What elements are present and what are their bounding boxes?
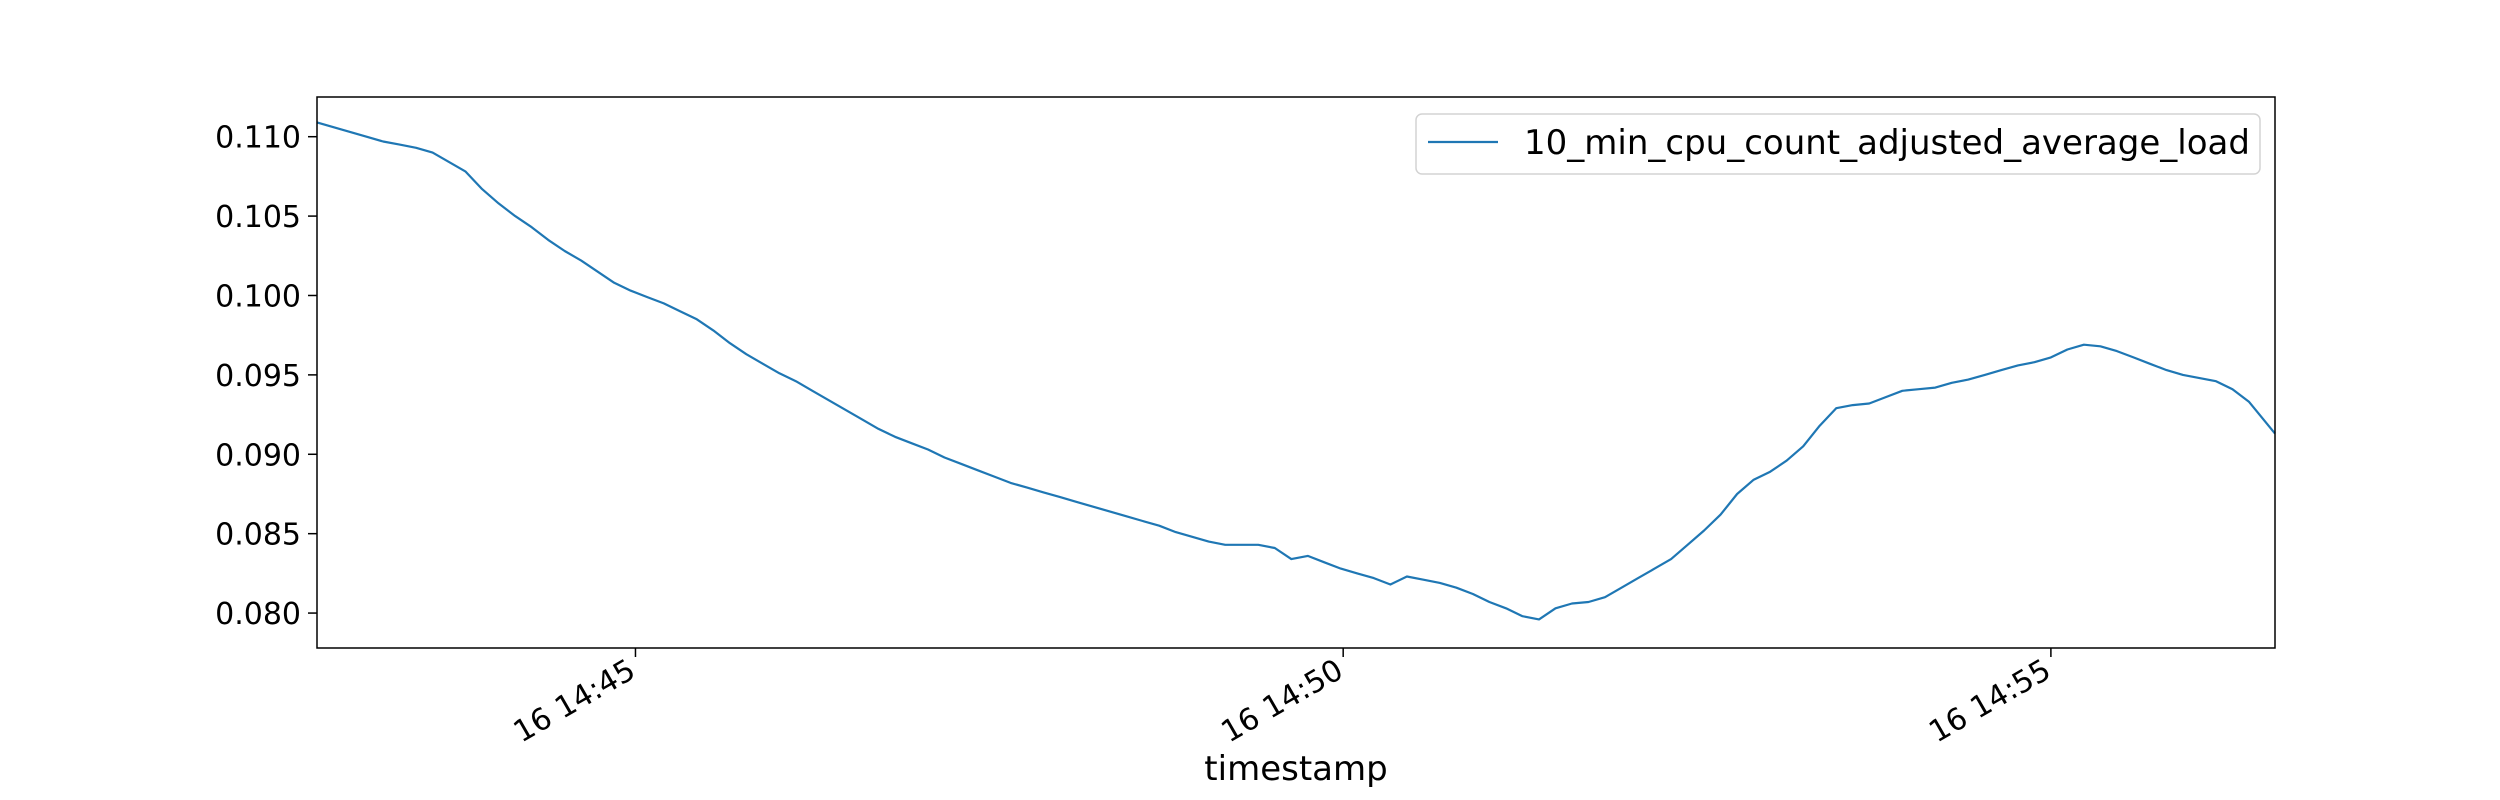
y-tick-label: 0.100 <box>215 279 301 314</box>
y-tick-label: 0.085 <box>215 518 301 553</box>
legend: 10_min_cpu_count_adjusted_average_load <box>1415 113 2261 175</box>
x-axis: 16 14:45 16 14:50 16 14:55 <box>508 648 2057 750</box>
legend-label: 10_min_cpu_count_adjusted_average_load <box>1524 123 2250 163</box>
x-tick-label: 16 14:55 <box>1923 653 2057 750</box>
x-tick-label: 16 14:45 <box>508 653 642 750</box>
y-tick-label: 0.105 <box>215 200 301 235</box>
y-tick-label: 0.090 <box>215 438 301 473</box>
legend-frame <box>1415 113 2261 175</box>
y-tick-label: 0.095 <box>215 359 301 394</box>
x-tick-label: 16 14:50 <box>1215 653 1349 750</box>
series-line <box>316 121 2276 621</box>
x-axis-title: timestamp <box>1204 749 1387 789</box>
y-axis: 0.080 0.085 0.090 0.095 0.100 0.105 0.110 <box>215 121 317 632</box>
y-tick-label: 0.110 <box>215 121 301 156</box>
y-tick-label: 0.080 <box>215 597 301 632</box>
plot-area-frame <box>316 96 2276 649</box>
